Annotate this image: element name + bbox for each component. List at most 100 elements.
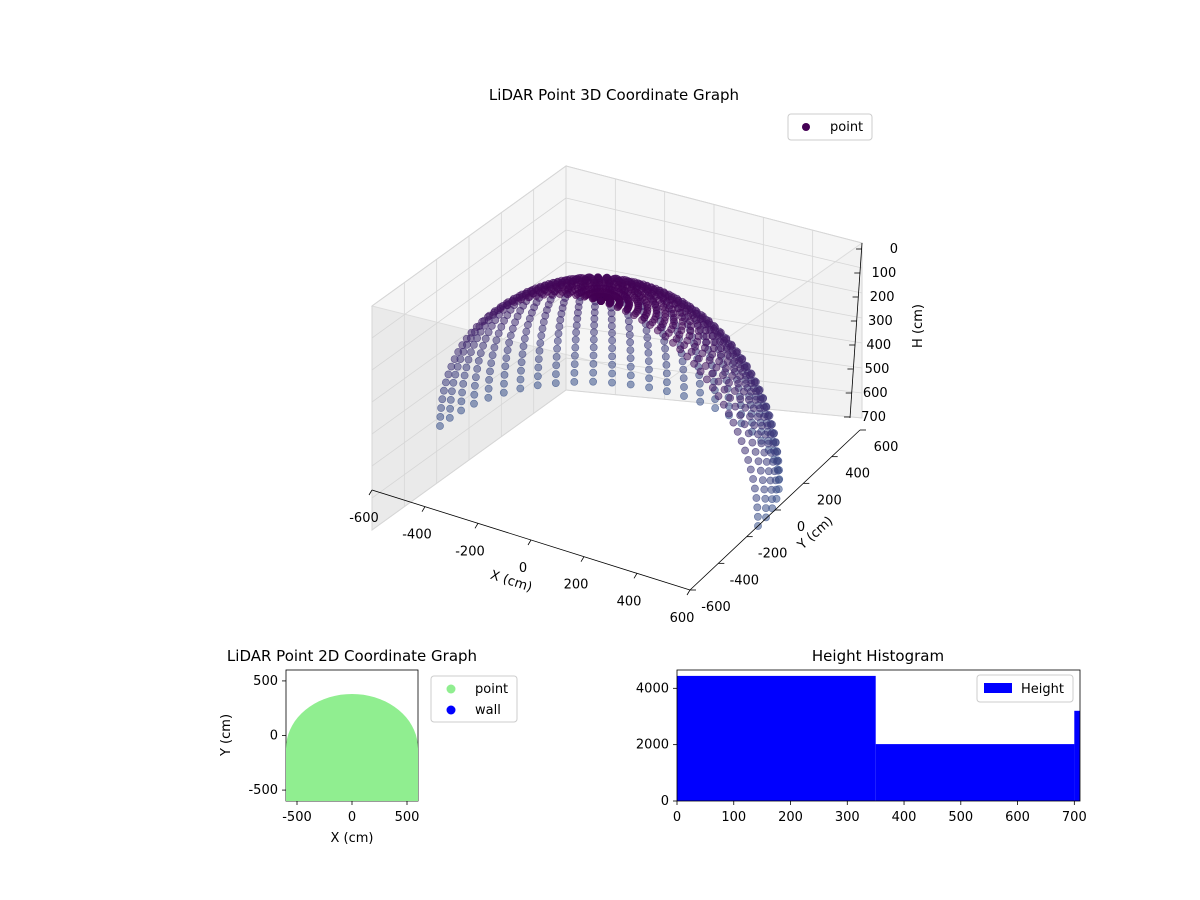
point-3d [690, 359, 698, 368]
point-3d [450, 355, 459, 363]
point-3d [745, 395, 753, 404]
point-3d [462, 334, 471, 343]
point-3d [436, 412, 445, 421]
point-3d [517, 358, 526, 367]
point-3d [750, 421, 759, 430]
point-3d [608, 360, 616, 369]
point-3d [638, 315, 646, 324]
point-3d [630, 311, 638, 320]
point-3d [436, 422, 444, 430]
point-3d [734, 379, 743, 388]
point-3d [451, 370, 460, 379]
point-3d [607, 322, 616, 330]
plot2d-xlabel: X (cm) [331, 831, 374, 846]
point-3d [695, 379, 704, 388]
point-3d [589, 368, 598, 377]
point-3d [571, 351, 579, 360]
grid-line-h-left-7 [371, 389, 567, 531]
point-3d [490, 308, 498, 317]
point-3d [757, 439, 766, 448]
point-3d [534, 355, 543, 363]
point-3d [608, 378, 616, 387]
point-3d [679, 374, 688, 382]
plot3d-z-tick-label-7: 700 [861, 410, 886, 425]
grid-line-h-right-7 [565, 389, 863, 419]
point-3d [462, 363, 471, 372]
point-3d [663, 378, 671, 387]
point-3d [479, 341, 487, 350]
point-3d [510, 298, 518, 306]
point-3d [725, 378, 733, 387]
point-3d [731, 402, 740, 411]
plot3d-x-tick-4 [580, 556, 585, 562]
point-3d [496, 304, 505, 313]
point-3d [729, 418, 738, 427]
plot2d-ticks: -500 0 500 -500 0 500 [248, 674, 419, 825]
grid-line-h-right-2 [565, 229, 863, 294]
point-3d [643, 333, 652, 342]
point-3d [711, 404, 720, 412]
point-3d [532, 291, 541, 300]
point-3d [740, 420, 749, 429]
point-3d [678, 357, 687, 366]
point-3d [730, 357, 739, 366]
point-3d [764, 467, 773, 476]
plot3d-x-tick-label-2: -200 [455, 544, 485, 559]
point-3d [728, 371, 737, 380]
point-3d [676, 345, 685, 354]
point-3d [741, 403, 750, 412]
point-3d [589, 359, 598, 368]
point-3d [589, 335, 598, 344]
point-3d [470, 390, 479, 399]
point-3d [747, 387, 755, 396]
plot2d-y-tick-label-2: 500 [253, 674, 278, 689]
point-3d [608, 369, 616, 378]
point-3d [751, 484, 759, 493]
point-3d [625, 323, 634, 332]
point-3d [608, 336, 616, 345]
point-3d [644, 341, 652, 349]
point-3d [730, 364, 738, 373]
point-3d [471, 373, 480, 382]
point-3d [663, 387, 671, 396]
point-3d [519, 342, 528, 351]
point-3d [645, 374, 653, 383]
point-3d [749, 404, 758, 413]
point-3d [572, 321, 581, 330]
point-3d [762, 504, 770, 512]
point-3d [487, 359, 496, 367]
point-3d [760, 448, 769, 457]
point-3d [472, 323, 481, 331]
point-3d [751, 447, 760, 456]
point-3d [712, 363, 721, 372]
point-3d [751, 395, 760, 404]
point-3d [723, 350, 732, 359]
plot3d-y-tick-label-3: 0 [797, 520, 805, 535]
point-3d [754, 412, 762, 421]
point-3d [516, 384, 525, 393]
plot3d-y-tick-label-2: -200 [758, 547, 788, 562]
plot3d-z-tick-label-1: 100 [871, 266, 896, 281]
point-3d [724, 409, 733, 418]
point-3d [446, 404, 454, 413]
plot2d-y-tick-label-0: -500 [248, 783, 278, 798]
point-3d [534, 372, 542, 381]
histogram-bar-1 [875, 744, 1075, 801]
point-3d [474, 356, 483, 365]
point-3d [708, 369, 717, 378]
point-3d [758, 421, 766, 430]
point-3d [708, 383, 717, 392]
point-3d [626, 362, 635, 371]
grid-line-h-left-1 [371, 197, 567, 339]
histogram-y-tick-label-1: 2000 [636, 738, 669, 753]
point-3d [444, 370, 453, 379]
point-3d [524, 293, 533, 302]
plot3d-y-tick-label-0: -600 [701, 600, 731, 615]
point-3d [555, 290, 564, 298]
point-3d [547, 290, 556, 298]
point-3d [613, 303, 622, 312]
point-3d [505, 338, 513, 347]
point-3d [748, 438, 757, 447]
histogram-ticks: 0 100 200 300 400 500 600 700 0 2000 4000 [636, 681, 1087, 825]
point-3d [555, 322, 564, 331]
